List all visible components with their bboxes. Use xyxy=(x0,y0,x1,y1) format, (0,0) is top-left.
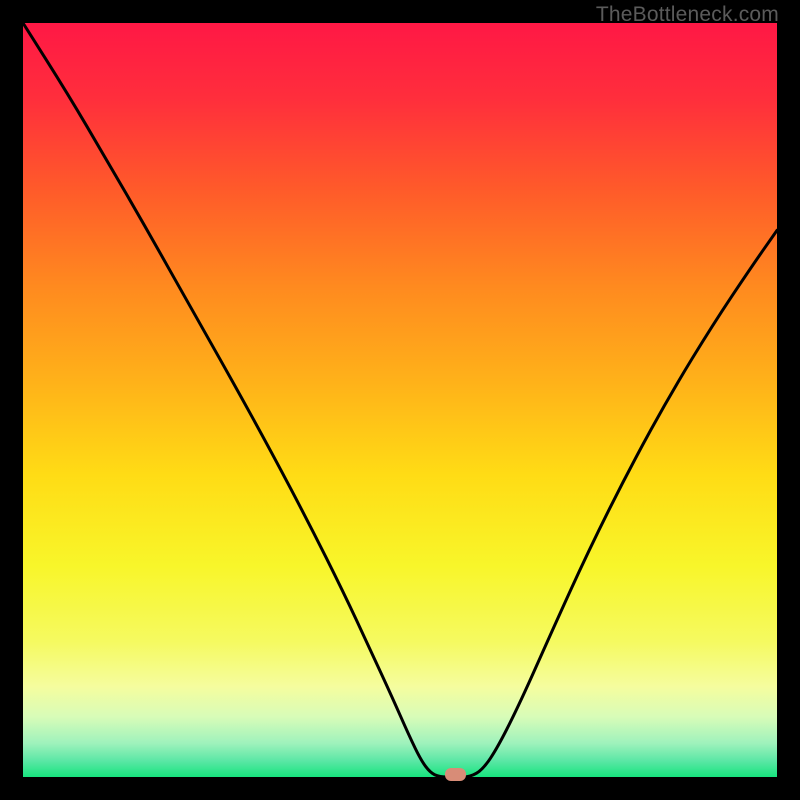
optimum-marker xyxy=(445,768,466,781)
plot-area xyxy=(23,23,777,777)
watermark-text: TheBottleneck.com xyxy=(596,3,779,27)
chart-stage: TheBottleneck.com xyxy=(0,0,800,800)
bottleneck-curve xyxy=(23,23,777,777)
